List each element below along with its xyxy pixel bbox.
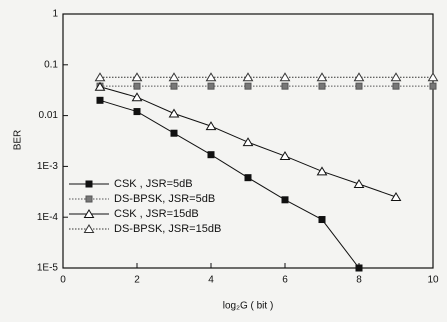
marker [316, 72, 328, 82]
marker [205, 121, 217, 131]
y-tick-label: 0.01 [39, 110, 59, 121]
legend-label: CSK , JSR=5dB [114, 178, 193, 190]
x-tick-label: 8 [356, 275, 362, 286]
x-tick-label: 4 [208, 275, 214, 286]
marker [168, 108, 180, 118]
marker [318, 216, 326, 224]
marker [353, 179, 365, 189]
marker [131, 92, 143, 102]
x-tick-label: 6 [282, 275, 288, 286]
marker [168, 72, 180, 82]
marker [205, 72, 217, 82]
legend-label: DS-BPSK, JSR=15dB [114, 223, 221, 235]
marker [207, 151, 215, 159]
marker [353, 72, 365, 82]
marker [392, 82, 400, 90]
marker [281, 196, 289, 204]
y-tick-label: 1E-3 [37, 161, 59, 172]
x-axis-label: log₂G ( bit ) [223, 301, 274, 312]
y-tick-label: 1E-4 [37, 212, 59, 223]
legend-marker [83, 209, 95, 218]
marker [133, 108, 141, 116]
marker [170, 129, 178, 137]
marker [316, 166, 328, 176]
marker [94, 72, 106, 82]
legend-marker [83, 224, 95, 233]
marker [429, 82, 437, 90]
y-axis-label: BER [13, 130, 24, 151]
legend-label: DS-BPSK, JSR=5dB [114, 193, 215, 205]
marker [279, 72, 291, 82]
marker [207, 82, 215, 90]
marker [318, 82, 326, 90]
legend-marker [85, 195, 93, 203]
legend-label: CSK , JSR=15dB [114, 208, 199, 220]
y-tick-label: 1E-5 [37, 263, 59, 274]
plot-frame [62, 13, 434, 269]
marker [94, 81, 106, 91]
marker [133, 82, 141, 90]
marker [242, 137, 254, 147]
marker [170, 82, 178, 90]
y-tick-label: 1 [52, 9, 58, 20]
series-line [99, 99, 360, 269]
marker [279, 151, 291, 161]
marker [96, 96, 104, 104]
marker [244, 82, 252, 90]
x-tick-label: 0 [60, 275, 66, 286]
x-tick-label: 10 [427, 275, 439, 286]
marker [242, 72, 254, 82]
legend-marker [85, 180, 93, 188]
marker [131, 72, 143, 82]
marker [244, 174, 252, 182]
y-tick-label: 0.1 [44, 59, 58, 70]
marker [390, 192, 402, 201]
marker [427, 72, 439, 82]
x-tick-label: 2 [134, 275, 140, 286]
marker [390, 72, 402, 82]
marker [281, 82, 289, 90]
marker [355, 264, 363, 272]
marker [355, 82, 363, 90]
